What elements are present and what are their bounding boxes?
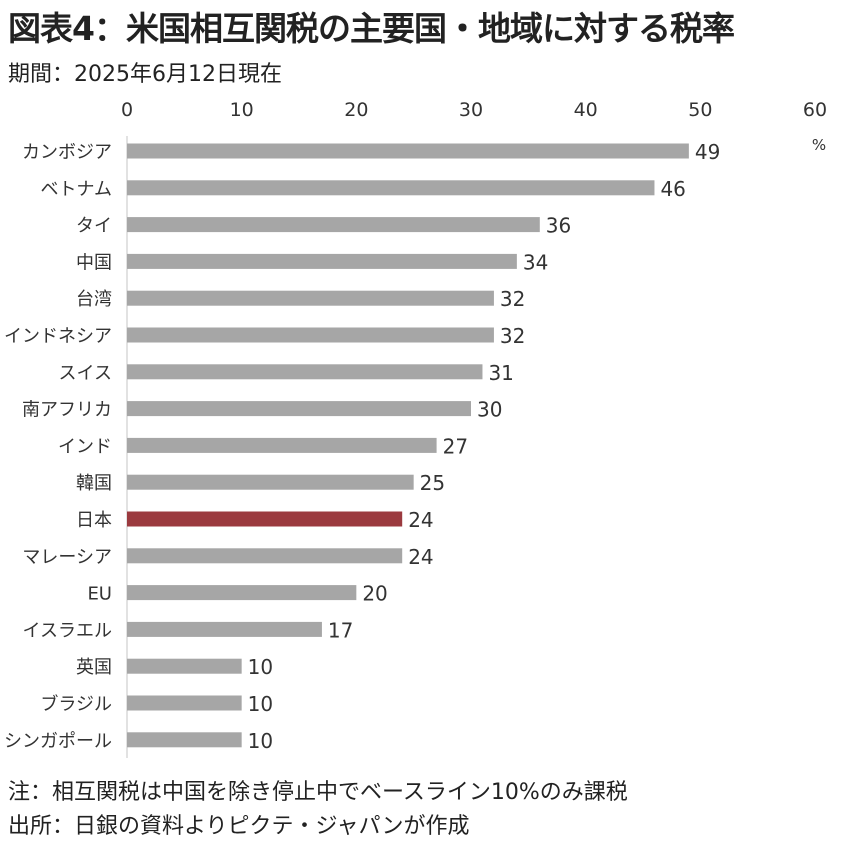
x-tick-label: 40	[574, 99, 598, 121]
x-tick-label: 30	[459, 99, 483, 121]
data-label: 36	[546, 214, 571, 238]
bar	[127, 401, 471, 417]
bar	[127, 695, 242, 711]
data-label: 32	[500, 287, 525, 311]
data-label: 24	[408, 508, 433, 532]
data-label: 31	[488, 361, 513, 385]
data-label: 20	[362, 582, 387, 606]
x-tick-label: 60	[803, 99, 827, 121]
x-tick-label: 50	[688, 99, 712, 121]
data-label: 24	[408, 545, 433, 569]
category-label: ブラジル	[40, 693, 112, 715]
data-label: 32	[500, 324, 525, 348]
category-label: イスラエル	[23, 620, 112, 641]
bar	[127, 253, 517, 269]
bar	[127, 364, 483, 380]
data-label: 10	[248, 729, 273, 753]
category-label: シンガポール	[4, 731, 112, 752]
data-label: 27	[443, 434, 468, 458]
bar	[127, 621, 322, 637]
category-label: タイ	[76, 216, 112, 237]
bar	[127, 180, 655, 196]
x-tick-label: 20	[344, 99, 368, 121]
data-label: 10	[248, 692, 273, 716]
data-label: 49	[695, 140, 720, 164]
category-label: インド	[58, 436, 112, 457]
footnote: 注：相互関税は中国を除き停止中でベースライン10%のみ課税	[8, 780, 628, 805]
data-label: 25	[420, 471, 445, 495]
category-label: 韓国	[76, 473, 112, 494]
chart-title: 図表4：米国相互関税の主要国・地域に対する税率	[8, 9, 735, 48]
bar	[127, 474, 414, 490]
bar	[127, 437, 437, 453]
data-label: 10	[248, 655, 273, 679]
data-label: 46	[660, 177, 685, 201]
bar	[127, 143, 689, 159]
unit-label: %	[812, 136, 826, 154]
chart-subtitle: 期間：2025年6月12日現在	[8, 62, 282, 87]
bar	[127, 548, 403, 564]
x-tick-label: 10	[230, 99, 254, 121]
category-label: 日本	[76, 510, 112, 531]
bar	[127, 511, 403, 527]
bar	[127, 658, 242, 674]
bar	[127, 585, 357, 601]
bar	[127, 327, 494, 343]
category-label: インドネシア	[4, 326, 112, 347]
category-label: マレーシア	[22, 547, 112, 568]
category-label: ベトナム	[41, 179, 112, 200]
category-label: 南アフリカ	[22, 400, 112, 421]
bar	[127, 732, 242, 748]
bar	[127, 290, 494, 306]
source-note: 出所：日銀の資料よりピクテ・ジャパンが作成	[8, 814, 470, 839]
data-label: 34	[523, 250, 548, 274]
category-label: 英国	[76, 657, 112, 678]
bar	[127, 217, 540, 233]
data-label: 30	[477, 398, 502, 422]
data-label: 17	[328, 618, 353, 642]
category-label: EU	[87, 584, 112, 605]
category-label: 台湾	[76, 289, 112, 310]
category-label: カンボジア	[22, 142, 112, 163]
x-tick-label: 0	[121, 99, 133, 121]
category-label: 中国	[76, 252, 112, 273]
category-label: スイス	[59, 363, 112, 384]
